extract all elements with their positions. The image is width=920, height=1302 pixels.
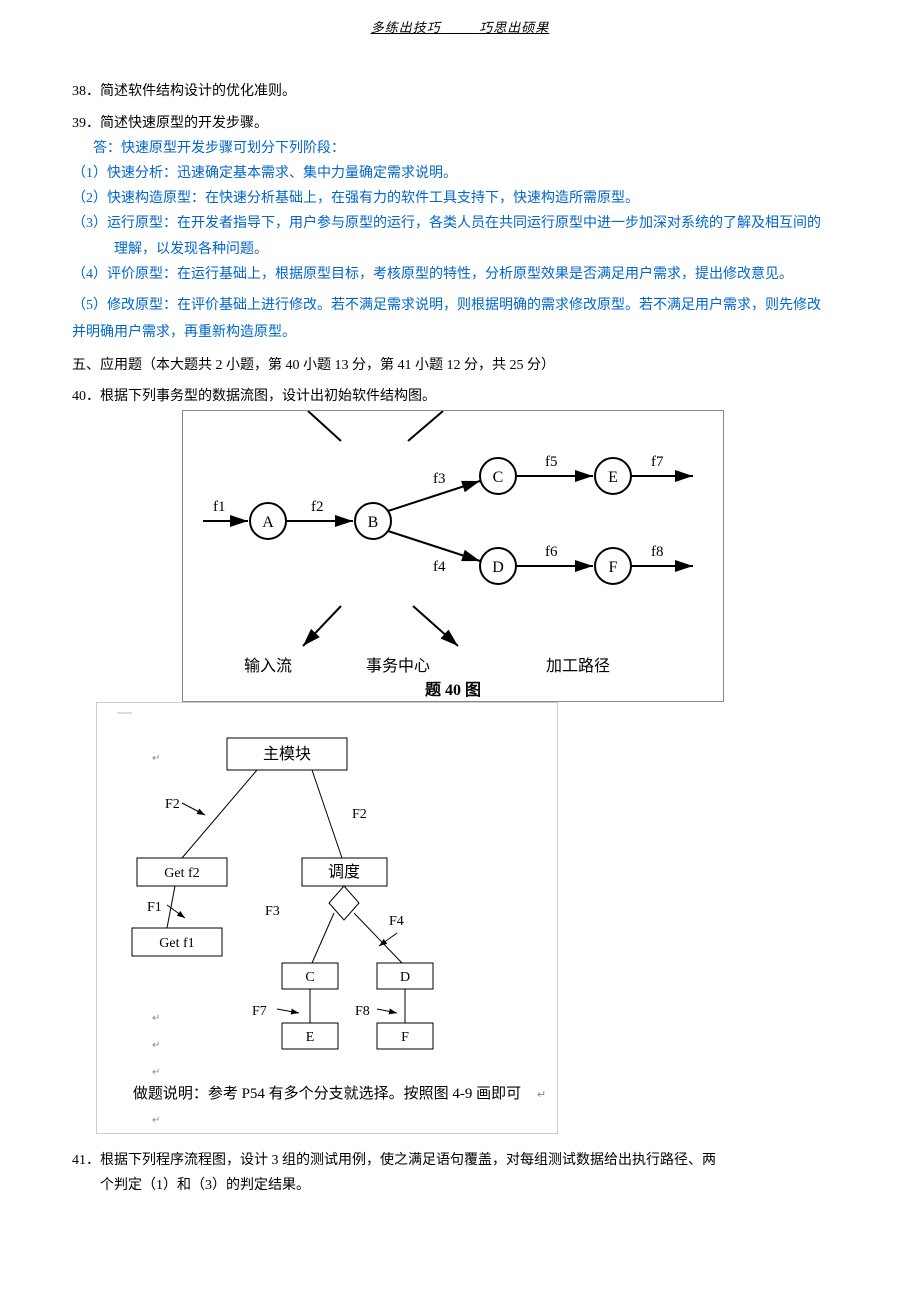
label-f7: f7 xyxy=(651,454,664,470)
node-A: A xyxy=(262,514,274,531)
label-f4: f4 xyxy=(433,559,446,575)
node-F: F xyxy=(609,559,618,576)
page-header: 多练出技巧 ____ 巧思出硕果 xyxy=(72,16,848,39)
svg-text:↵: ↵ xyxy=(152,1040,160,1051)
q39-num: 39． xyxy=(72,116,100,131)
section-5-heading: 五、应用题（本大题共 2 小题，第 40 小题 13 分，第 41 小题 12 … xyxy=(72,353,848,378)
label-F8: F8 xyxy=(355,1004,370,1019)
q41-line2: 个判定（1）和（3）的判定结果。 xyxy=(72,1173,848,1198)
q38-text: 简述软件结构设计的优化准则。 xyxy=(100,84,296,99)
label-F3: F3 xyxy=(265,904,280,919)
question-38: 38．简述软件结构设计的优化准则。 xyxy=(72,79,848,104)
q40-text: 根据下列事务型的数据流图，设计出初始软件结构图。 xyxy=(100,389,436,404)
box-E: E xyxy=(306,1030,315,1045)
label-process-path: 加工路径 xyxy=(546,657,610,675)
label-f2: f2 xyxy=(311,499,324,515)
q39-text: 简述快速原型的开发步骤。 xyxy=(100,116,268,131)
fig-answer-note: 做题说明：参考 P54 有多个分支就选择。按照图 4-9 画即可 xyxy=(133,1085,521,1102)
q39-answer-3b: 理解，以发现各种问题。 xyxy=(72,237,848,262)
figure-40-dfd: f1 f2 f3 f4 f5 f6 f7 f8 A B C D E F xyxy=(182,410,724,702)
node-B: B xyxy=(368,514,379,531)
label-F4: F4 xyxy=(389,914,404,929)
label-f8: f8 xyxy=(651,544,664,560)
box-D: D xyxy=(400,970,410,985)
q39-answer-5a: （5）修改原型：在评价基础上进行修改。若不满足需求说明，则根据明确的需求修改原型… xyxy=(72,293,848,318)
svg-text:↵: ↵ xyxy=(152,1067,160,1078)
svg-text:↵: ↵ xyxy=(152,1115,160,1126)
fig40-caption: 题 40 图 xyxy=(425,681,481,699)
label-transaction-center: 事务中心 xyxy=(366,657,430,675)
figure-40-answer: ↵ ↵ ↵ ↵ ↵ 主模块 F2 F2 Get f2 调度 F1 Get f1 xyxy=(96,702,558,1134)
label-f3: f3 xyxy=(433,471,446,487)
node-D: D xyxy=(492,559,504,576)
box-getf1: Get f1 xyxy=(159,936,194,951)
node-C: C xyxy=(493,469,504,486)
box-main: 主模块 xyxy=(263,745,311,763)
q41-line1: 根据下列程序流程图，设计 3 组的测试用例，使之满足语句覆盖，对每组测试数据给出… xyxy=(100,1153,716,1168)
q39-answer-2: （2）快速构造原型：在快速分析基础上，在强有力的软件工具支持下，快速构造所需原型… xyxy=(72,186,848,211)
label-f6: f6 xyxy=(545,544,558,560)
box-dispatch: 调度 xyxy=(328,863,360,881)
q39-answer-3a: （3）运行原型：在开发者指导下，用户参与原型的运行，各类人员在共同运行原型中进一… xyxy=(72,211,848,236)
label-F2-right: F2 xyxy=(352,807,367,822)
label-F2-left: F2 xyxy=(165,797,180,812)
svg-text:↵: ↵ xyxy=(537,1089,546,1101)
label-f1: f1 xyxy=(213,499,226,515)
box-C: C xyxy=(305,970,314,985)
q39-answer-1: （1）快速分析：迅速确定基本需求、集中力量确定需求说明。 xyxy=(72,161,848,186)
q39-answer-intro: 答：快速原型开发步骤可划分下列阶段： xyxy=(72,136,848,161)
label-F7: F7 xyxy=(252,1004,267,1019)
q38-num: 38． xyxy=(72,84,100,99)
box-getf2: Get f2 xyxy=(164,866,199,881)
q39-answer-5b: 并明确用户需求，再重新构造原型。 xyxy=(72,320,848,345)
q41-num: 41． xyxy=(72,1153,100,1168)
box-F: F xyxy=(401,1030,409,1045)
question-39: 39．简述快速原型的开发步骤。 xyxy=(72,111,848,136)
q40-num: 40． xyxy=(72,389,100,404)
node-E: E xyxy=(608,469,618,486)
question-40: 40．根据下列事务型的数据流图，设计出初始软件结构图。 xyxy=(72,384,848,409)
label-f5: f5 xyxy=(545,454,558,470)
svg-text:↵: ↵ xyxy=(152,753,160,764)
label-input-flow: 输入流 xyxy=(244,657,292,675)
q39-answer-4: （4）评价原型：在运行基础上，根据原型目标，考核原型的特性，分析原型效果是否满足… xyxy=(72,262,848,287)
svg-text:↵: ↵ xyxy=(152,1013,160,1024)
question-41: 41．根据下列程序流程图，设计 3 组的测试用例，使之满足语句覆盖，对每组测试数… xyxy=(72,1148,848,1173)
label-F1: F1 xyxy=(147,900,162,915)
